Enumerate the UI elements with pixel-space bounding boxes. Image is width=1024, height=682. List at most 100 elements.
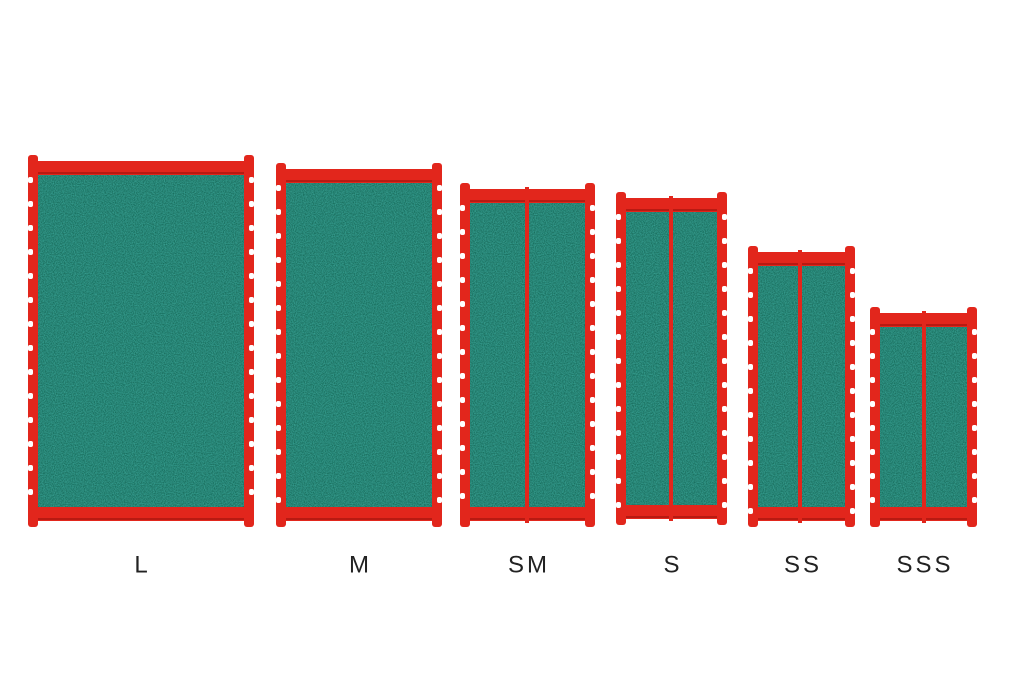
- rail-notch: [28, 273, 33, 279]
- rail-notch: [850, 316, 855, 322]
- size-label: SM: [508, 551, 550, 578]
- rail-notch: [590, 493, 595, 499]
- green-pad: [38, 173, 244, 509]
- size-label: SS: [784, 551, 822, 578]
- rail-notch: [460, 397, 465, 403]
- size-label: L: [134, 551, 150, 578]
- rail-notch: [437, 377, 442, 383]
- rail-notch: [870, 353, 875, 359]
- rail-notch: [28, 321, 33, 327]
- rail-notch: [590, 421, 595, 427]
- frame-bar: [280, 169, 438, 183]
- rail-notch: [748, 388, 753, 394]
- rail-notch: [249, 201, 254, 207]
- rail-notch: [616, 406, 621, 412]
- size-label: S: [663, 551, 682, 578]
- rail-notch: [590, 373, 595, 379]
- size-labels: L M SM S SS SSS: [134, 551, 953, 578]
- rail-notch: [590, 349, 595, 355]
- rail-notch: [460, 205, 465, 211]
- rail-notch: [276, 233, 281, 239]
- rail-notch: [850, 484, 855, 490]
- rail-notch: [616, 382, 621, 388]
- rail-notch: [590, 229, 595, 235]
- rail-notch: [276, 257, 281, 263]
- rail-notch: [28, 177, 33, 183]
- rail-notch: [28, 393, 33, 399]
- rail-notch: [722, 406, 727, 412]
- rail-notch: [972, 401, 977, 407]
- rail-notch: [870, 473, 875, 479]
- rail-notch: [437, 401, 442, 407]
- rail-notch: [437, 449, 442, 455]
- rail-notch: [972, 329, 977, 335]
- rail-notch: [249, 393, 254, 399]
- frame-rail: [432, 163, 442, 527]
- rail-notch: [748, 484, 753, 490]
- rail-notch: [249, 417, 254, 423]
- rail-notch: [460, 445, 465, 451]
- rail-notch: [850, 268, 855, 274]
- rail-notch: [276, 401, 281, 407]
- rail-notch: [722, 238, 727, 244]
- rail-notch: [722, 286, 727, 292]
- rail-notch: [276, 353, 281, 359]
- rail-notch: [249, 225, 254, 231]
- rail-notch: [850, 460, 855, 466]
- size-label: SSS: [896, 551, 953, 578]
- rail-notch: [870, 377, 875, 383]
- rail-notch: [590, 253, 595, 259]
- rail-notch: [249, 297, 254, 303]
- rail-notch: [276, 449, 281, 455]
- rail-notch: [722, 454, 727, 460]
- frame-rail: [717, 192, 727, 525]
- rail-notch: [460, 421, 465, 427]
- rail-notch: [437, 257, 442, 263]
- rail-notch: [616, 286, 621, 292]
- rail-notch: [460, 253, 465, 259]
- rail-notch: [28, 297, 33, 303]
- rail-notch: [722, 502, 727, 508]
- rail-notch: [972, 353, 977, 359]
- rail-notch: [850, 364, 855, 370]
- frame-rail: [870, 307, 880, 527]
- rail-notch: [850, 292, 855, 298]
- centre-divider: [922, 311, 926, 523]
- rail-notch: [437, 305, 442, 311]
- pad-frame: [748, 246, 855, 527]
- rail-notch: [590, 469, 595, 475]
- rail-notch: [870, 449, 875, 455]
- rail-notch: [748, 340, 753, 346]
- rail-notch: [28, 489, 33, 495]
- rail-notch: [972, 377, 977, 383]
- rail-notch: [590, 445, 595, 451]
- rail-notch: [722, 478, 727, 484]
- rail-notch: [590, 397, 595, 403]
- rail-notch: [590, 325, 595, 331]
- rail-notch: [249, 249, 254, 255]
- rail-notch: [972, 497, 977, 503]
- rail-notch: [616, 238, 621, 244]
- rail-notch: [722, 310, 727, 316]
- rail-notch: [616, 430, 621, 436]
- rail-notch: [616, 262, 621, 268]
- rail-notch: [748, 268, 753, 274]
- rail-notch: [460, 469, 465, 475]
- rail-notch: [850, 340, 855, 346]
- frame-rail: [276, 163, 286, 527]
- rail-notch: [590, 205, 595, 211]
- rail-notch: [616, 310, 621, 316]
- rail-notch: [460, 493, 465, 499]
- rail-notch: [276, 425, 281, 431]
- size-label: M: [349, 551, 372, 578]
- pad-frame: [276, 163, 442, 527]
- rail-notch: [972, 425, 977, 431]
- pad-frame: [616, 192, 727, 525]
- rail-notch: [722, 262, 727, 268]
- rail-notch: [276, 329, 281, 335]
- rail-notch: [276, 185, 281, 191]
- rail-notch: [722, 382, 727, 388]
- frame-rail: [28, 155, 38, 527]
- rail-notch: [722, 334, 727, 340]
